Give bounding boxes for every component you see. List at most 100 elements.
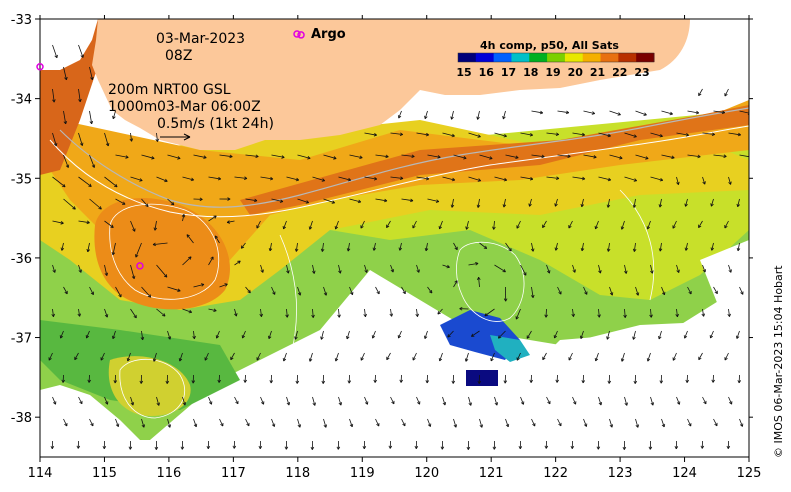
current-arrowhead — [554, 247, 559, 251]
current-arrow — [295, 242, 298, 252]
argo-legend-marker — [293, 30, 301, 38]
current-arrow — [141, 418, 145, 428]
current-arrow — [89, 198, 102, 210]
current-arrow — [713, 110, 725, 114]
current-arrow — [702, 308, 705, 317]
current-arrow — [52, 44, 58, 58]
current-arrowhead — [623, 314, 627, 318]
current-arrow — [63, 110, 67, 124]
current-arrowhead — [312, 402, 316, 406]
current-arrowhead — [164, 178, 168, 183]
current-arrow — [609, 154, 623, 159]
current-arrow — [724, 352, 729, 361]
current-vectors — [48, 44, 749, 450]
current-arrowhead — [220, 423, 224, 427]
current-arrow — [115, 198, 126, 205]
sst-navy-patch — [466, 370, 498, 386]
current-arrow — [531, 286, 534, 298]
current-arrow — [89, 110, 93, 124]
current-arrow — [554, 198, 558, 207]
x-tick-label: 114 — [28, 466, 53, 481]
current-arrowhead — [451, 177, 456, 182]
current-arrowhead — [78, 269, 82, 273]
current-arrowhead — [371, 335, 376, 339]
current-arrowhead — [154, 446, 159, 450]
current-arrowhead — [475, 262, 479, 266]
sst-isotherm-3 — [119, 358, 185, 419]
current-arrow — [520, 132, 533, 136]
current-arrow — [659, 242, 662, 252]
current-arrow — [349, 286, 353, 295]
current-arrowhead — [91, 164, 96, 168]
current-arrow — [375, 286, 380, 295]
missing-data-southwest — [40, 385, 160, 457]
current-arrow — [398, 110, 402, 119]
current-arrow — [635, 418, 639, 428]
current-arrowhead — [115, 423, 120, 427]
current-arrowhead — [89, 120, 94, 125]
current-arrow — [283, 220, 287, 230]
current-arrowhead — [568, 357, 572, 361]
current-arrow — [728, 264, 732, 273]
current-arrow — [364, 396, 368, 405]
current-arrowhead — [735, 335, 740, 339]
colorbar-frame — [457, 52, 655, 63]
current-arrow — [711, 242, 714, 251]
colorbar-segment — [564, 53, 584, 62]
current-arrow — [390, 308, 393, 317]
current-arrowhead — [554, 203, 558, 207]
colorbar-segment — [511, 53, 530, 62]
current-arrow — [323, 198, 335, 204]
sst-cyan-cold — [490, 335, 530, 362]
current-arrow — [260, 176, 273, 180]
current-arrowhead — [494, 402, 499, 406]
current-arrow — [297, 154, 311, 159]
current-arrow — [607, 198, 610, 208]
current-arrowhead — [260, 269, 264, 273]
current-arrowhead — [86, 220, 90, 225]
current-arrowhead — [186, 234, 190, 238]
current-arrowhead — [477, 134, 481, 138]
missing-data-south2 — [700, 240, 749, 310]
current-arrow — [234, 260, 241, 266]
current-arrow — [724, 220, 729, 229]
current-arrowhead — [598, 270, 602, 274]
current-arrowhead — [191, 380, 196, 384]
current-arrow — [702, 396, 707, 405]
current-arrowhead — [674, 446, 679, 450]
current-arrowhead — [437, 155, 441, 159]
current-arrow — [63, 154, 69, 168]
current-arrowhead — [450, 116, 454, 120]
current-arrow — [451, 110, 454, 120]
sst-isotherm-4 — [279, 234, 297, 361]
y-axis: -33 -34 -35 -36 -37 -38 — [11, 13, 753, 426]
current-arrowhead — [410, 198, 414, 203]
current-arrow — [271, 198, 283, 203]
current-arrowhead — [284, 446, 289, 450]
current-arrow — [260, 396, 264, 405]
current-arrowhead — [398, 247, 403, 251]
current-arrow — [416, 308, 418, 317]
current-arrow — [346, 330, 350, 340]
current-arrowhead — [546, 270, 551, 274]
y-tick-label: -34 — [11, 93, 32, 108]
current-arrow — [687, 110, 699, 114]
current-arrow — [515, 308, 521, 320]
current-arrow — [78, 44, 84, 58]
current-arrow — [609, 286, 613, 296]
current-arrow — [297, 286, 301, 296]
current-arrowhead — [140, 336, 145, 341]
current-arrow — [375, 418, 380, 427]
current-arrowhead — [190, 177, 195, 182]
current-arrowhead — [544, 314, 548, 318]
current-arrowhead — [170, 201, 175, 206]
current-arrowhead — [411, 154, 415, 159]
current-arrow — [179, 352, 183, 362]
current-arrowhead — [180, 446, 185, 450]
current-arrow — [167, 198, 175, 206]
current-arrowhead — [320, 248, 325, 252]
current-arrowhead — [581, 132, 585, 137]
current-arrow — [260, 264, 264, 273]
current-arrow — [494, 176, 507, 181]
current-arrow — [609, 418, 613, 428]
